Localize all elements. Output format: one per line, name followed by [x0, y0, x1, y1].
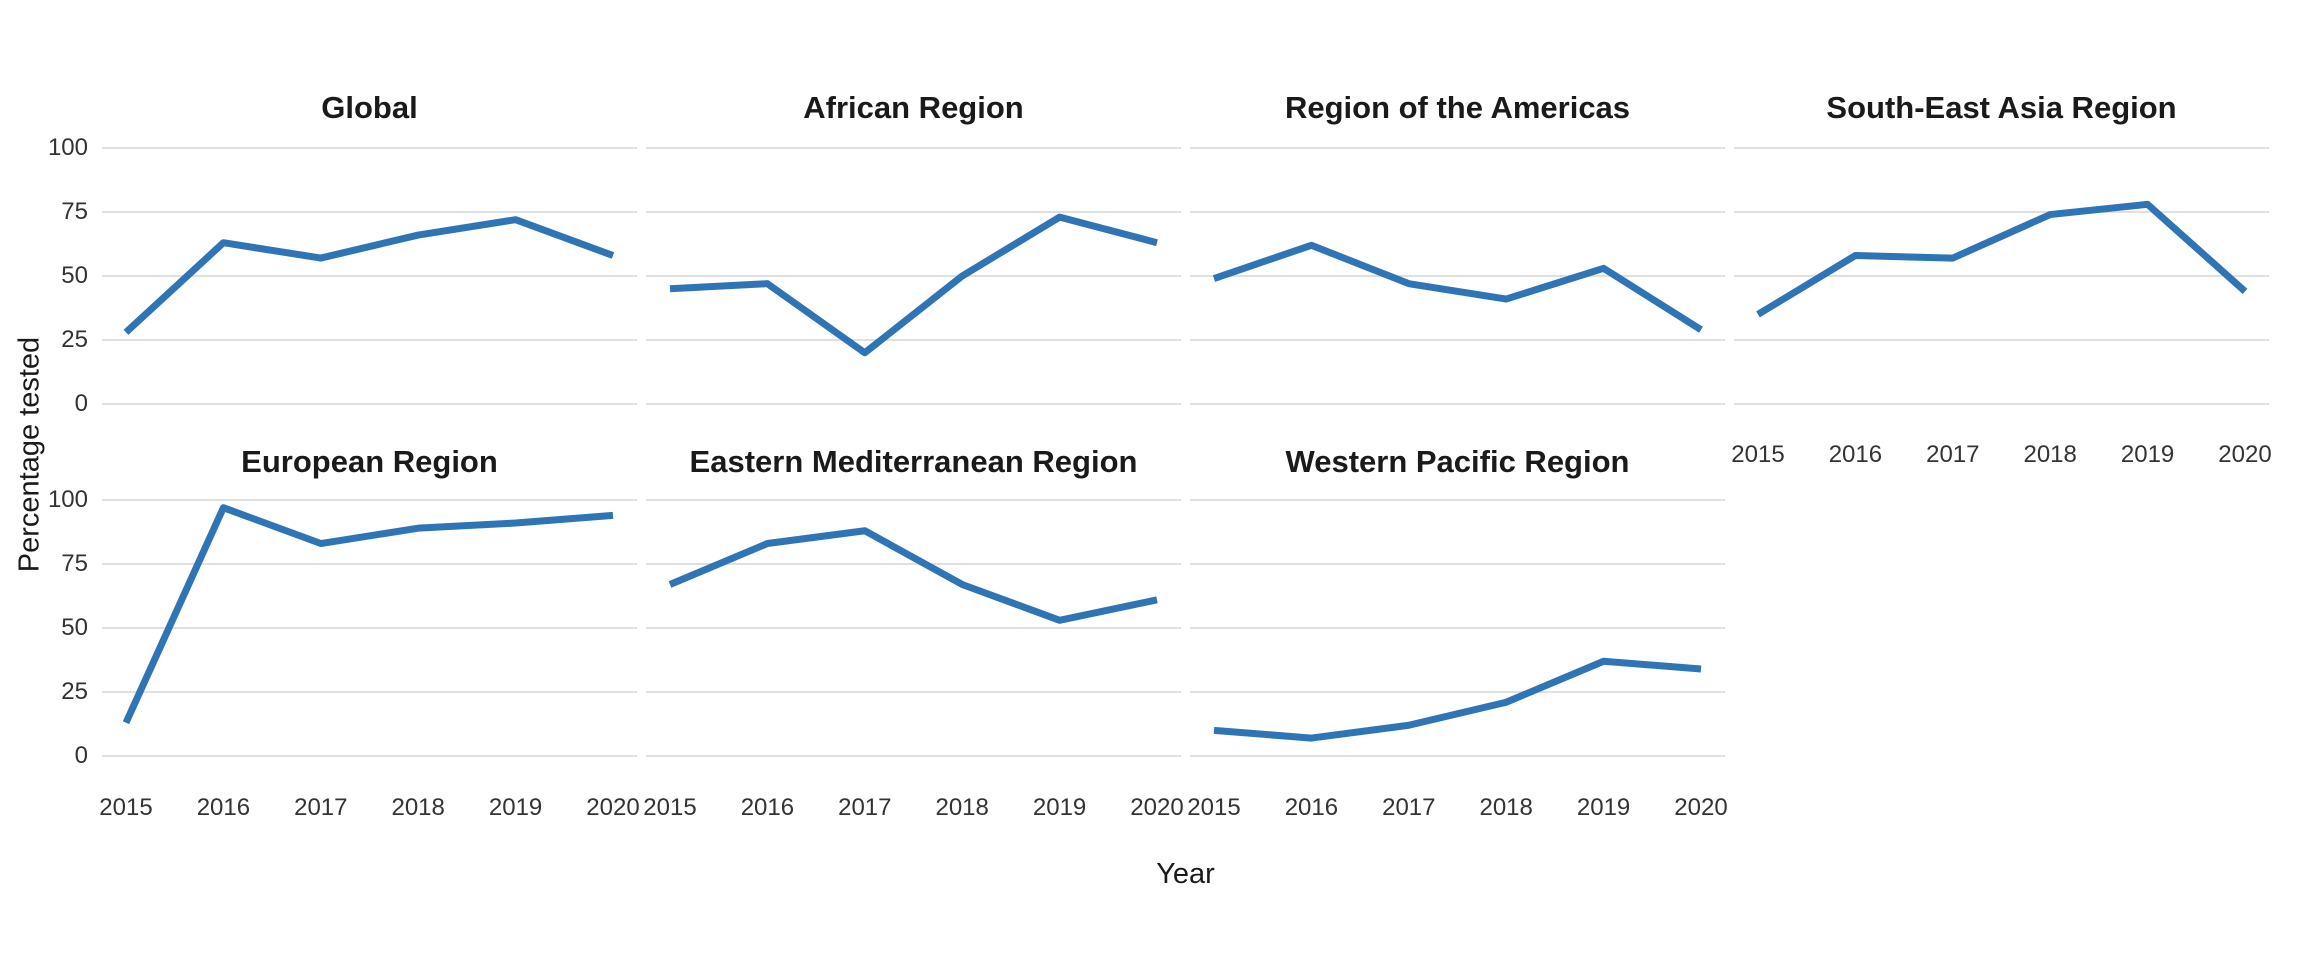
x-tick-label: 2016 — [196, 794, 251, 821]
x-tick-label: 2015 — [99, 794, 153, 821]
x-tick-label: 2020 — [2218, 441, 2272, 468]
y-tick-label: 0 — [74, 390, 88, 417]
x-tick-label: 2016 — [1828, 441, 1883, 468]
y-tick-label: 0 — [74, 742, 88, 769]
data-line — [1756, 200, 2248, 318]
x-tick-label: 2018 — [935, 794, 989, 821]
data-line — [669, 213, 1158, 357]
data-line — [1212, 241, 1703, 333]
facet-title: Eastern Mediterranean Region — [689, 444, 1138, 479]
facet-title: Global — [321, 90, 418, 125]
facet-panel — [1190, 499, 1725, 757]
x-tick-label: 2018 — [391, 794, 445, 821]
x-tick-label: 2015 — [643, 794, 697, 821]
data-line — [122, 504, 614, 725]
x-tick-label: 2016 — [1284, 794, 1339, 821]
data-line — [668, 527, 1158, 624]
y-tick-label: 50 — [61, 614, 88, 641]
data-line — [123, 216, 615, 335]
facet-panel — [102, 499, 637, 757]
y-axis-title: Percentage tested — [13, 336, 46, 573]
x-tick-label: 2020 — [1130, 794, 1184, 821]
facet-title: African Region — [803, 90, 1024, 125]
facet-panel — [1190, 147, 1725, 405]
facet-panel — [646, 147, 1181, 405]
y-tick-label: 75 — [61, 198, 88, 225]
x-tick-label: 2018 — [2023, 441, 2077, 468]
facet-title: Region of the Americas — [1284, 90, 1631, 125]
y-tick-label: 100 — [47, 486, 88, 513]
y-tick-label: 25 — [61, 326, 88, 353]
data-line — [1213, 657, 1702, 742]
y-tick-label: 100 — [47, 134, 88, 161]
x-axis-title: Year — [1156, 858, 1215, 890]
x-tick-label: 2019 — [1576, 794, 1631, 821]
y-tick-label: 25 — [61, 678, 88, 705]
y-tick-label: 75 — [61, 550, 88, 577]
x-tick-label: 2017 — [838, 794, 892, 821]
facet-title: South-East Asia Region — [1826, 90, 2177, 125]
x-tick-label: 2015 — [1731, 441, 1785, 468]
y-tick-label: 50 — [61, 262, 88, 289]
x-tick-label: 2017 — [1926, 441, 1980, 468]
x-tick-label: 2017 — [294, 794, 348, 821]
facet-panel — [1734, 147, 2269, 405]
x-tick-label: 2020 — [1674, 794, 1728, 821]
x-tick-label: 2020 — [586, 794, 640, 821]
facet-panel — [102, 147, 637, 405]
facet-title: European Region — [241, 444, 498, 479]
facet-panel — [646, 499, 1181, 757]
x-tick-label: 2016 — [740, 794, 795, 821]
x-tick-label: 2017 — [1382, 794, 1436, 821]
facet-title: Western Pacific Region — [1285, 444, 1630, 479]
x-tick-label: 2018 — [1479, 794, 1533, 821]
x-tick-label: 2015 — [1187, 794, 1241, 821]
x-tick-label: 2019 — [488, 794, 543, 821]
x-tick-label: 2019 — [1032, 794, 1087, 821]
x-tick-label: 2019 — [2120, 441, 2175, 468]
